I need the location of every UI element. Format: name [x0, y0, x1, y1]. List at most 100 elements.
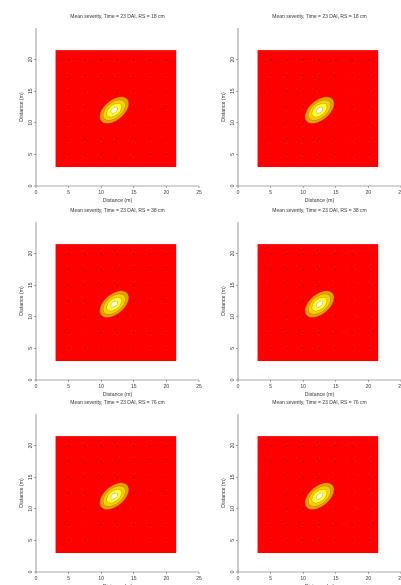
sample-point — [149, 253, 151, 255]
x-tick-label: 20 — [366, 190, 372, 196]
x-tick-label: 0 — [237, 576, 240, 582]
sample-point — [100, 59, 102, 61]
y-tick-label: 15 — [230, 282, 236, 288]
sample-point — [367, 138, 369, 140]
sample-point — [100, 284, 102, 286]
sample-point — [270, 476, 272, 478]
sample-point — [68, 90, 70, 92]
x-tick-label: 0 — [237, 190, 240, 196]
sample-point — [133, 460, 135, 462]
sample-point — [100, 460, 102, 462]
sample-point — [84, 153, 86, 155]
x-axis-title: Distance (m) — [305, 198, 335, 204]
x-tick-label: 25 — [196, 384, 202, 390]
sample-point — [149, 460, 151, 462]
sample-point — [165, 153, 167, 155]
sample-point — [367, 300, 369, 302]
x-tick-label: 5 — [269, 190, 272, 196]
sample-point — [351, 74, 353, 76]
sample-point — [318, 59, 321, 61]
sample-point — [149, 106, 151, 108]
sample-point — [286, 539, 288, 542]
sample-point — [351, 332, 353, 334]
x-tick-label: 5 — [67, 190, 70, 196]
sample-point — [116, 138, 119, 140]
chart-title: Mean severity, Time = 23 DAI, RS = 76 cm — [272, 400, 366, 406]
x-tick-label: 15 — [131, 576, 137, 582]
sample-point — [335, 347, 337, 349]
y-tick-label: 0 — [28, 570, 34, 573]
sample-point — [165, 476, 167, 478]
sample-point — [351, 316, 353, 318]
sample-point — [318, 253, 321, 255]
sample-point — [165, 122, 167, 124]
sample-point — [286, 524, 288, 526]
sample-point — [165, 59, 167, 61]
x-tick-label: 5 — [269, 576, 272, 582]
sample-point — [68, 524, 70, 526]
sample-point — [84, 539, 86, 542]
sample-point — [302, 300, 304, 302]
sample-point — [116, 460, 119, 462]
sample-point — [286, 268, 288, 270]
sample-point — [270, 347, 272, 349]
sample-point — [286, 332, 288, 334]
sample-point — [149, 138, 151, 140]
sample-point — [133, 138, 135, 140]
sample-point — [165, 253, 167, 255]
sample-point — [367, 332, 369, 334]
sample-point — [133, 347, 135, 349]
sample-point — [318, 332, 321, 334]
sample-point — [84, 90, 86, 92]
sample-point — [165, 90, 167, 92]
y-tick-label: 10 — [230, 506, 236, 512]
sample-point — [318, 445, 321, 447]
x-tick-label: 0 — [35, 384, 38, 390]
sample-point — [116, 268, 119, 270]
sample-point — [270, 492, 272, 494]
x-tick-label: 20 — [164, 190, 170, 196]
sample-point — [318, 524, 321, 526]
sample-point — [68, 122, 70, 124]
sample-point — [100, 106, 102, 108]
sample-point — [116, 332, 119, 334]
sample-point — [302, 268, 304, 270]
sample-point — [133, 492, 135, 494]
chart-title: Mean severity, Time = 23 DAI, RS = 18 cm — [70, 14, 164, 20]
y-axis-title: Distance (m) — [221, 286, 227, 316]
x-tick-label: 25 — [196, 190, 202, 196]
sample-point — [335, 492, 337, 494]
sample-point — [165, 106, 167, 108]
sample-point — [318, 138, 321, 140]
sample-point — [335, 476, 337, 478]
sample-point — [165, 492, 167, 494]
sample-point — [165, 268, 167, 270]
sample-point — [367, 347, 369, 349]
sample-point — [302, 508, 304, 510]
y-tick-label: 5 — [28, 153, 34, 156]
sample-point — [318, 268, 321, 270]
y-tick-label: 15 — [28, 474, 34, 480]
y-tick-label: 0 — [230, 184, 236, 187]
sample-point — [367, 90, 369, 92]
sample-point — [302, 445, 304, 447]
sample-point — [100, 153, 102, 155]
sample-point — [68, 476, 70, 478]
y-tick-label: 5 — [28, 539, 34, 542]
sample-point — [286, 59, 288, 61]
sample-point — [302, 284, 304, 286]
chart-panel-6: Mean severity, Time = 23 DAI, RS = 76 cm… — [221, 400, 401, 585]
sample-point — [84, 492, 86, 494]
x-tick-label: 15 — [131, 190, 137, 196]
sample-point — [270, 508, 272, 510]
y-axis-title: Distance (m) — [221, 92, 227, 122]
sample-point — [302, 59, 304, 61]
y-tick-label: 10 — [28, 506, 34, 512]
x-tick-label: 0 — [237, 384, 240, 390]
sample-point — [149, 316, 151, 318]
sample-point — [286, 316, 288, 318]
sample-point — [270, 284, 272, 286]
x-axis-title: Distance (m) — [103, 392, 133, 398]
x-axis-title: Distance (m) — [305, 392, 335, 398]
sample-point — [149, 153, 151, 155]
